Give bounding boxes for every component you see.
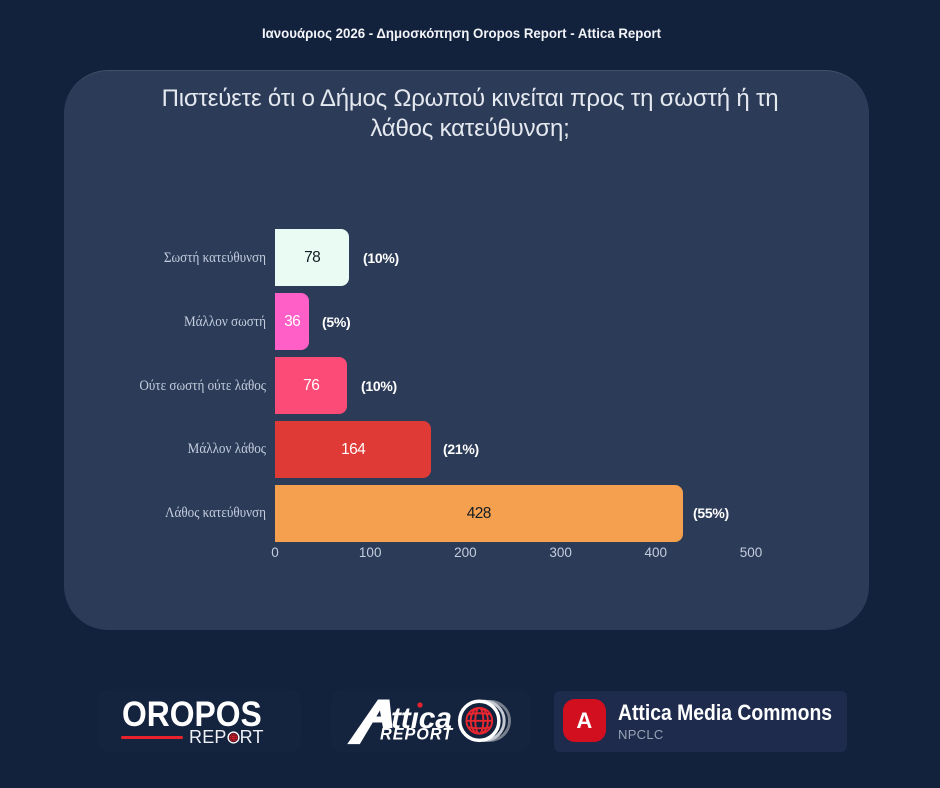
svg-text:REPORT: REPORT <box>380 726 454 744</box>
svg-text:ttıca: ttıca <box>391 702 452 735</box>
